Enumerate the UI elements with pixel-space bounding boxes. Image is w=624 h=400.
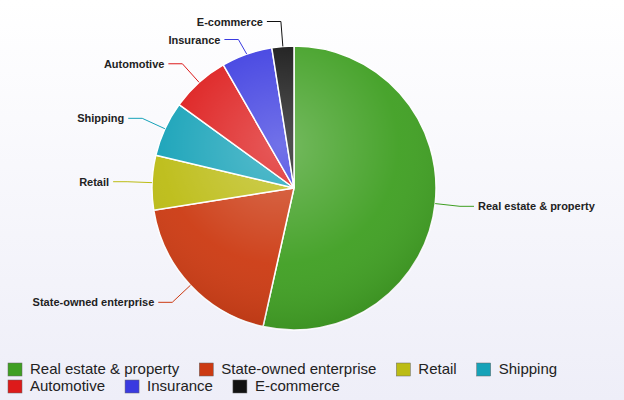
slice-label: Real estate & property — [478, 200, 596, 212]
leader-line — [158, 285, 190, 302]
slice-label: Retail — [79, 176, 109, 188]
pie-slice — [272, 46, 294, 188]
slice-label: E-commerce — [197, 16, 263, 28]
legend-item: E-commerce — [233, 377, 340, 394]
legend-item: Automotive — [8, 377, 105, 394]
leader-line — [224, 40, 246, 55]
legend-item: Real estate & property — [8, 360, 180, 377]
legend-swatch — [199, 363, 213, 376]
legend-label: Insurance — [147, 377, 213, 394]
legend-swatch — [8, 363, 22, 376]
legend: Real estate & property State-owned enterp… — [8, 360, 557, 394]
pie-slice — [154, 188, 294, 327]
legend-label: Shipping — [499, 360, 557, 377]
legend-label: Retail — [418, 360, 456, 377]
slice-label: State-owned enterprise — [33, 296, 155, 308]
slice-label: Insurance — [168, 34, 220, 46]
leader-line — [267, 22, 283, 47]
leader-line — [435, 204, 474, 207]
legend-label: Real estate & property — [30, 360, 180, 377]
legend-label: State-owned enterprise — [221, 360, 376, 377]
pie-shading — [152, 46, 436, 330]
pie — [152, 46, 436, 330]
chart: Real estate & property State-owned enterp… — [0, 0, 624, 400]
slice-label: Automotive — [104, 58, 165, 70]
legend-item: Retail — [396, 360, 456, 377]
legend-swatch — [477, 363, 491, 376]
legend-label: Automotive — [30, 377, 105, 394]
legend-swatch — [8, 380, 22, 393]
slice-label: Shipping — [77, 112, 124, 124]
labels: Real estate & property State-owned enterp… — [33, 16, 596, 309]
background — [0, 0, 624, 400]
legend-item: Insurance — [125, 377, 213, 394]
legend-swatch — [233, 380, 247, 393]
legend-swatch — [396, 363, 410, 376]
legend-swatch — [125, 380, 139, 393]
leader-line — [113, 181, 152, 183]
legend-item: Shipping — [477, 360, 557, 377]
legend-label: E-commerce — [255, 377, 340, 394]
leader-line — [128, 118, 165, 128]
legend-item: State-owned enterprise — [199, 360, 376, 377]
leader-line — [168, 64, 199, 83]
